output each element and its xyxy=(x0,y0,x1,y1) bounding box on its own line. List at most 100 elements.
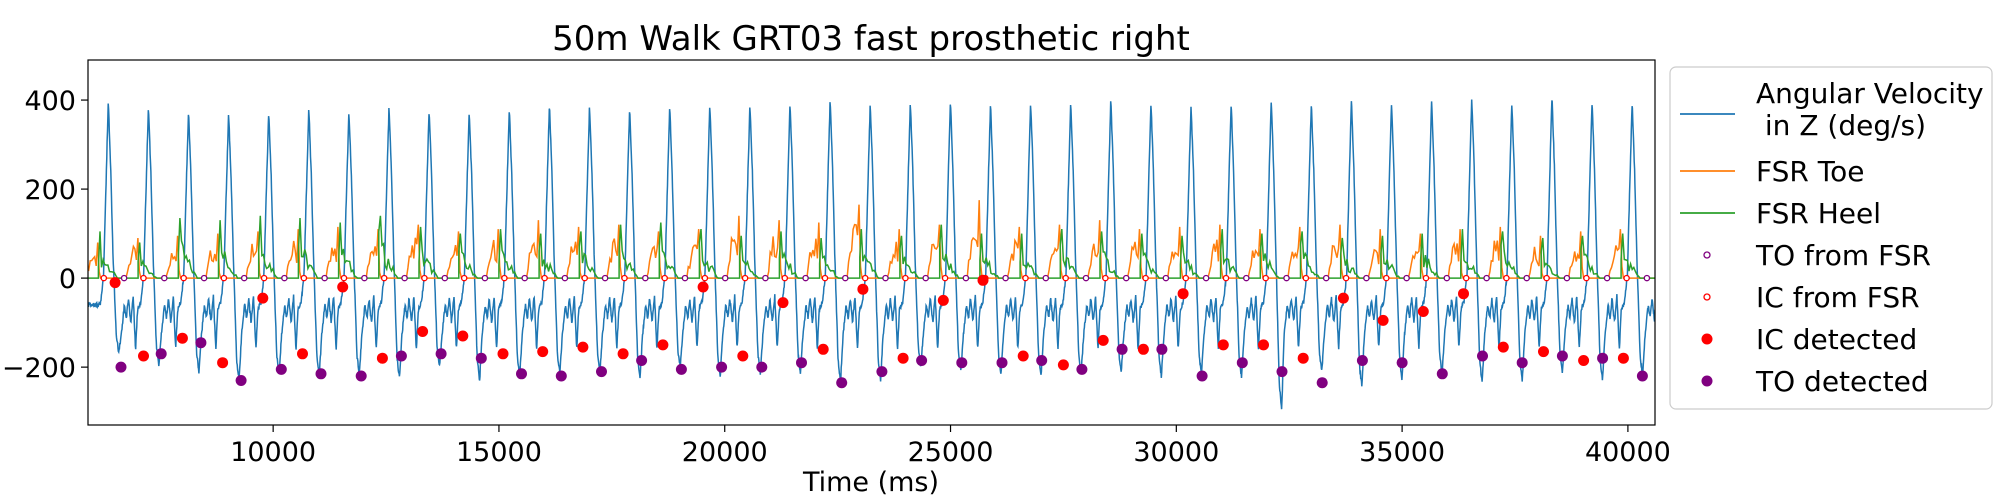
to-detected-point xyxy=(555,370,567,382)
legend-label-ic-detected: IC detected xyxy=(1756,323,1917,356)
y-tick-label: 0 xyxy=(59,264,76,295)
markers-layer xyxy=(100,274,1651,389)
ic-from-fsr-point xyxy=(1383,274,1390,282)
x-tick-label: 20000 xyxy=(682,437,768,468)
legend-label-to-detected: TO detected xyxy=(1755,365,1929,398)
to-detected-point xyxy=(1116,343,1128,355)
legend: Angular Velocity in Z (deg/s) FSR Toe FSR … xyxy=(1669,66,1993,410)
to-from-fsr-point xyxy=(1403,274,1410,282)
to-from-fsr-point xyxy=(401,274,408,282)
x-axis: 10000 15000 20000 25000 30000 35000 40000 xyxy=(230,425,1671,468)
to-detected-point xyxy=(1196,370,1208,382)
to-detected-point xyxy=(1156,343,1168,355)
ic-from-fsr-point xyxy=(701,274,709,282)
to-from-fsr-point xyxy=(1042,274,1050,282)
ic-detected-point xyxy=(337,281,349,293)
ic-detected-point xyxy=(1297,352,1309,364)
ic-from-fsr-point xyxy=(300,274,308,282)
to-from-fsr-point xyxy=(1523,274,1530,282)
to-detected-point xyxy=(1516,357,1528,369)
to-detected-point xyxy=(756,361,768,373)
ic-detected-point xyxy=(1217,339,1229,351)
ic-from-fsr-point xyxy=(1062,274,1069,282)
to-from-fsr-point xyxy=(240,274,248,282)
ic-detected-point xyxy=(577,341,589,353)
ic-from-fsr-point xyxy=(1302,274,1310,282)
to-detected-point xyxy=(876,366,888,378)
to-detected-point xyxy=(395,350,407,362)
ic-from-fsr-point xyxy=(180,274,187,282)
to-detected-point xyxy=(115,361,127,373)
series-fsr-toe-line xyxy=(88,200,1655,279)
ic-detected-point xyxy=(697,281,709,293)
to-from-fsr-point xyxy=(1283,274,1290,282)
to-detected-point xyxy=(1396,357,1408,369)
ic-detected-point xyxy=(1497,341,1509,353)
to-detected-point xyxy=(235,375,247,386)
ic-from-fsr-point xyxy=(340,274,348,282)
to-detected-point xyxy=(1556,350,1568,362)
y-tick-label: 200 xyxy=(24,175,76,206)
ic-detected-point xyxy=(777,297,789,309)
y-axis: −200 0 200 400 xyxy=(2,86,88,384)
to-detected-point xyxy=(1636,370,1648,382)
to-detected-point xyxy=(596,366,607,378)
ic-from-fsr-point xyxy=(1422,274,1430,282)
x-tick-label: 15000 xyxy=(456,437,542,468)
y-tick-label: −200 xyxy=(2,353,76,384)
ic-detected-point xyxy=(1578,355,1590,366)
ic-detected-point xyxy=(217,357,229,369)
to-from-fsr-point xyxy=(642,274,649,282)
ic-detected-point xyxy=(1337,292,1349,304)
ic-from-fsr-point xyxy=(621,274,628,282)
ic-from-fsr-point xyxy=(581,274,588,282)
x-tick-label: 25000 xyxy=(908,437,994,468)
ic-detected-point xyxy=(937,294,949,306)
ic-from-fsr-point xyxy=(1142,274,1149,282)
to-from-fsr-point xyxy=(200,274,208,282)
x-axis-label: Time (ms) xyxy=(802,467,939,498)
to-detected-point xyxy=(1597,352,1609,364)
ic-detected-point xyxy=(497,348,509,360)
to-from-fsr-point xyxy=(802,274,809,282)
ic-from-fsr-point xyxy=(1022,274,1029,282)
ic-from-fsr-point xyxy=(380,274,388,282)
ic-detected-point xyxy=(537,346,549,358)
to-from-fsr-point xyxy=(681,274,689,282)
to-from-fsr-point xyxy=(721,274,729,282)
legend-swatch-ic-from-fsr xyxy=(1703,293,1711,301)
to-from-fsr-point xyxy=(321,274,328,282)
ic-from-fsr-point xyxy=(421,274,428,282)
ic-from-fsr-point xyxy=(1342,274,1350,282)
ic-from-fsr-point xyxy=(781,274,789,282)
to-from-fsr-point xyxy=(1243,274,1250,282)
to-detected-point xyxy=(636,355,648,366)
ic-from-fsr-point xyxy=(1583,274,1590,282)
to-from-fsr-point xyxy=(1363,274,1370,282)
to-detected-point xyxy=(1076,363,1088,375)
ic-detected-point xyxy=(857,283,869,295)
ic-detected-point xyxy=(1177,288,1189,300)
plot-frame xyxy=(87,59,1656,426)
to-detected-point xyxy=(475,352,487,364)
ic-from-fsr-point xyxy=(821,274,829,282)
ic-detected-point xyxy=(1258,339,1269,351)
to-from-fsr-point xyxy=(762,274,769,282)
ic-detected-point xyxy=(257,292,269,304)
ic-detected-point xyxy=(1057,359,1069,371)
to-from-fsr-point xyxy=(561,274,569,282)
legend-label-angular-velocity-in-z-deg-s: Angular Velocity in Z (deg/s) xyxy=(1756,77,1984,142)
ic-detected-point xyxy=(977,274,989,286)
ic-detected-point xyxy=(417,326,429,337)
to-from-fsr-point xyxy=(1322,274,1330,282)
ic-detected-point xyxy=(657,339,669,351)
ic-detected-point xyxy=(1538,346,1549,358)
ic-from-fsr-point xyxy=(541,274,548,282)
to-from-fsr-point xyxy=(962,274,970,282)
to-from-fsr-point xyxy=(922,274,929,282)
ic-from-fsr-point xyxy=(1503,274,1510,282)
ic-detected-point xyxy=(737,350,749,362)
to-from-fsr-point xyxy=(1002,274,1009,282)
